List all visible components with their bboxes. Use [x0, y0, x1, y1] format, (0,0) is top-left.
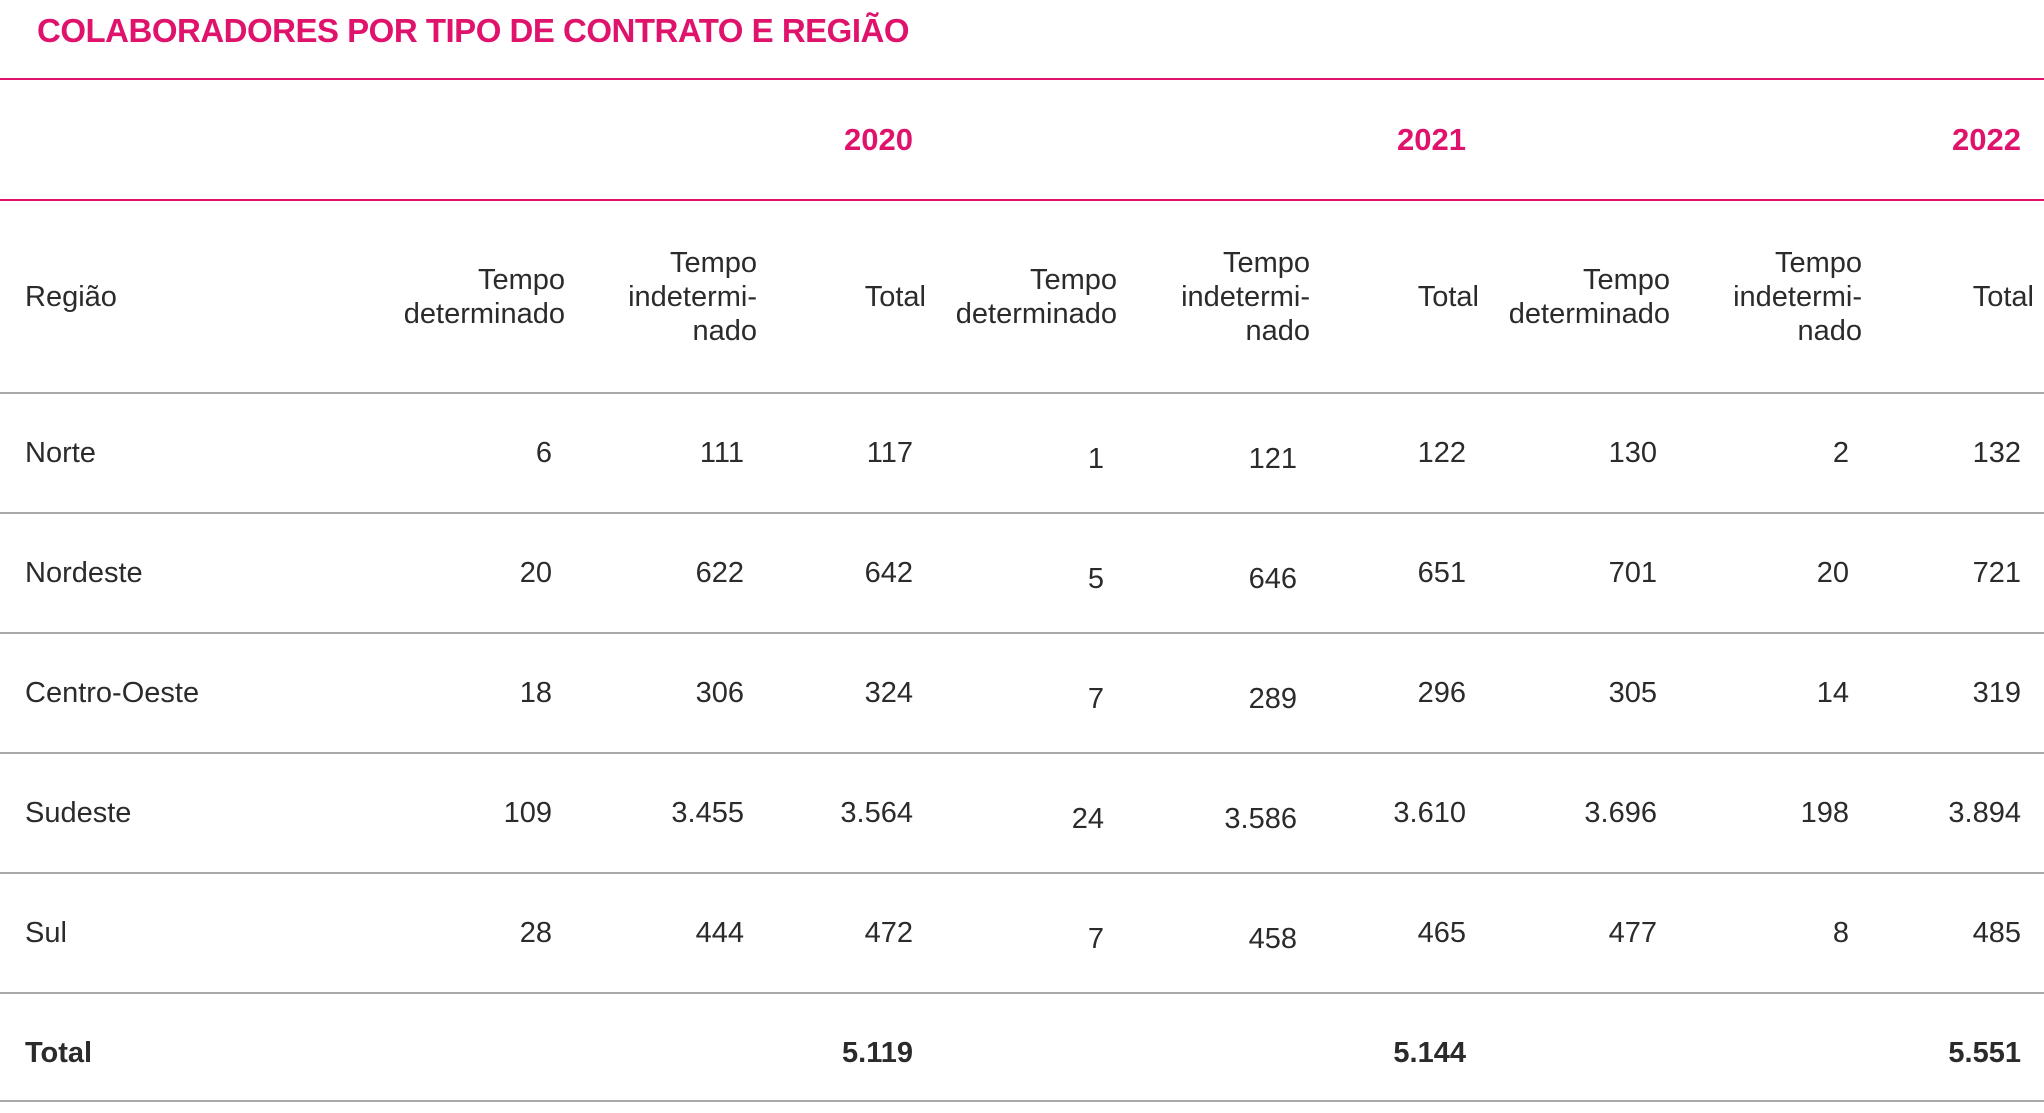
- header-row: Região Tempo determinado Tempo indetermi-…: [0, 200, 2044, 393]
- cell-2020-total: 117: [866, 436, 913, 469]
- region-cell: Sudeste: [25, 796, 132, 829]
- total-2020: 5.119: [842, 1036, 913, 1069]
- region-cell: Norte: [25, 436, 96, 469]
- divider-top: [0, 78, 2044, 80]
- table-row: Nordeste 20 622 642 5 646 651 701 20 721: [0, 513, 2044, 633]
- total-2022: 5.551: [1948, 1036, 2021, 1069]
- cell-2022-indefinite: 14: [1816, 676, 1849, 709]
- cell-2022-total: 3.894: [1948, 796, 2021, 829]
- header-total: Total: [1972, 280, 2034, 313]
- cell-2022-fixed: 477: [1608, 916, 1657, 949]
- header-fixed-term-label: Tempo determinado: [403, 263, 565, 330]
- cell-2021-fixed: 7: [1087, 682, 1104, 715]
- divider-year: [0, 199, 2044, 201]
- cell-2022-total: 132: [1972, 436, 2021, 469]
- cell-2021-total: 3.610: [1393, 796, 1466, 829]
- table-row: Sul 28 444 472 7 458 465 477 8 485: [0, 873, 2044, 993]
- cell-2021-indefinite: 289: [1248, 682, 1297, 715]
- cell-2020-total: 324: [864, 676, 913, 709]
- table-row: Sudeste 109 3.455 3.564 24 3.586 3.610 3.696 198…: [0, 753, 2044, 873]
- divider-row: [0, 992, 2044, 994]
- cell-2020-indefinite: 622: [695, 556, 744, 589]
- cell-2022-indefinite: 198: [1800, 796, 1849, 829]
- table-title: COLABORADORES POR TIPO DE CONTRATO E REG…: [37, 12, 910, 49]
- year-row: 2020 2021 2022: [0, 80, 2044, 200]
- cell-2020-fixed: 109: [503, 796, 552, 829]
- cell-2021-fixed: 7: [1087, 922, 1104, 955]
- header-total: Total: [1417, 280, 1479, 313]
- divider-row: [0, 752, 2044, 754]
- table-row: Centro-Oeste 18 306 324 7 289 296 305 14 319: [0, 633, 2044, 753]
- cell-2020-indefinite: 306: [695, 676, 744, 709]
- header-indefinite: Tempo indetermi-nado: [1733, 246, 1862, 347]
- cell-2022-fixed: 701: [1608, 556, 1657, 589]
- cell-2021-total: 122: [1417, 436, 1466, 469]
- region-cell: Sul: [25, 916, 67, 949]
- total-row: Total 5.119 5.144 5.551: [0, 993, 2044, 1113]
- cell-2022-indefinite: 2: [1832, 436, 1849, 469]
- cell-2022-indefinite: 20: [1816, 556, 1849, 589]
- header-total: Total: [864, 280, 926, 313]
- header-fixed-term: Tempo determinado: [1489, 200, 1680, 393]
- header-region: Região: [25, 280, 117, 313]
- year-2021: 2021: [1397, 122, 1466, 157]
- header-fixed-term: Tempo determinado: [936, 200, 1127, 393]
- header-fixed-term-label: Tempo determinado: [1508, 263, 1670, 330]
- cell-2021-indefinite: 646: [1248, 562, 1297, 595]
- cell-2022-indefinite: 8: [1832, 916, 1849, 949]
- cell-2020-indefinite: 111: [699, 436, 744, 469]
- table-row: Norte 6 111 117 1 121 122 130 2 132: [0, 393, 2044, 513]
- header-fixed-term: Tempo determinado: [400, 200, 575, 393]
- cell-2022-total: 485: [1972, 916, 2021, 949]
- cell-2020-fixed: 6: [535, 436, 552, 469]
- divider-bottom: [0, 1100, 2044, 1102]
- header-indefinite: Tempo indetermi-nado: [1181, 246, 1310, 347]
- divider-row: [0, 512, 2044, 514]
- cell-2021-indefinite: 3.586: [1224, 802, 1297, 835]
- cell-2021-total: 465: [1417, 916, 1466, 949]
- cell-2020-indefinite: 3.455: [671, 796, 744, 829]
- region-cell: Nordeste: [25, 556, 143, 589]
- cell-2020-fixed: 28: [519, 916, 552, 949]
- year-2020: 2020: [844, 122, 913, 157]
- region-cell: Centro-Oeste: [25, 676, 200, 709]
- cell-2020-total: 472: [864, 916, 913, 949]
- total-label: Total: [25, 1036, 93, 1069]
- divider-header: [0, 392, 2044, 394]
- divider-row: [0, 632, 2044, 634]
- cell-2021-indefinite: 121: [1248, 442, 1297, 475]
- cell-2020-fixed: 18: [519, 676, 552, 709]
- header-indefinite: Tempo indetermi-nado: [628, 246, 757, 347]
- cell-2021-fixed: 24: [1071, 802, 1104, 835]
- cell-2022-fixed: 3.696: [1584, 796, 1657, 829]
- divider-row: [0, 872, 2044, 874]
- cell-2020-fixed: 20: [519, 556, 552, 589]
- cell-2021-total: 651: [1417, 556, 1466, 589]
- cell-2022-fixed: 130: [1608, 436, 1657, 469]
- cell-2021-fixed: 1: [1087, 442, 1104, 475]
- cell-2020-total: 642: [864, 556, 913, 589]
- header-fixed-term-label: Tempo determinado: [955, 263, 1117, 330]
- cell-2021-fixed: 5: [1087, 562, 1104, 595]
- cell-2021-indefinite: 458: [1248, 922, 1297, 955]
- cell-2022-fixed: 305: [1608, 676, 1657, 709]
- cell-2022-total: 319: [1972, 676, 2021, 709]
- cell-2021-total: 296: [1417, 676, 1466, 709]
- cell-2020-total: 3.564: [840, 796, 913, 829]
- cell-2022-total: 721: [1972, 556, 2021, 589]
- contract-region-table: 2020 2021 2022 Região Tempo determinado …: [0, 80, 2044, 1113]
- cell-2020-indefinite: 444: [695, 916, 744, 949]
- year-2022: 2022: [1952, 122, 2021, 157]
- total-2021: 5.144: [1393, 1036, 1466, 1069]
